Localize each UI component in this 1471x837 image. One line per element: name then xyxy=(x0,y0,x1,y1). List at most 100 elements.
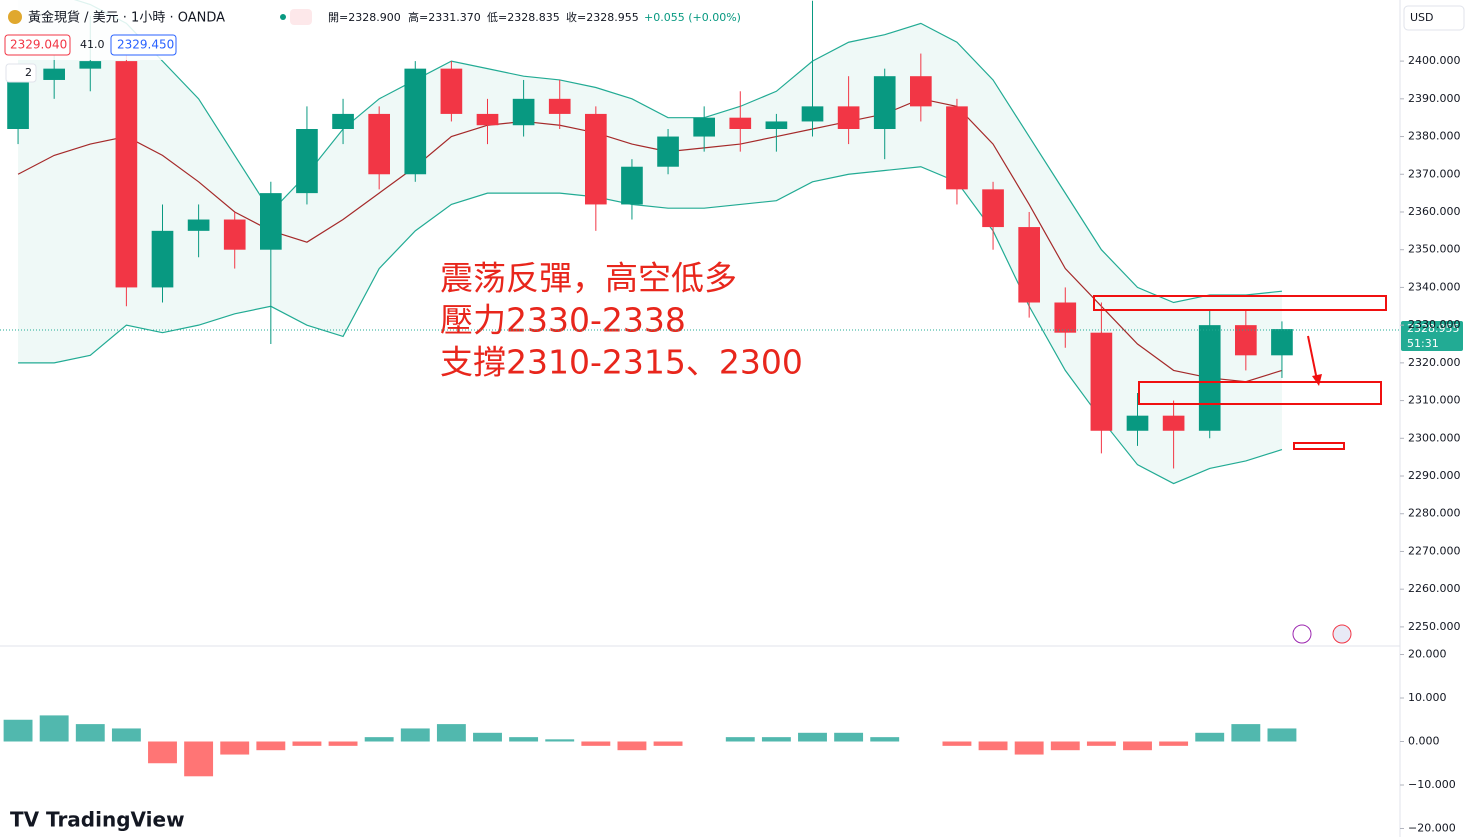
candle-body xyxy=(1198,325,1221,431)
candle-body xyxy=(946,106,968,190)
macd-bar xyxy=(1195,732,1225,742)
currency-select[interactable] xyxy=(1403,5,1465,31)
macd-tick-label: −20.000 xyxy=(1408,821,1456,834)
macd-bar xyxy=(328,741,358,746)
plot xyxy=(7,0,1293,485)
macd-bar xyxy=(436,724,466,742)
macd-bar xyxy=(653,741,683,746)
y-tick-label: 2360.000 xyxy=(1408,205,1461,218)
macd-bar xyxy=(473,732,502,742)
candle-body xyxy=(79,61,102,69)
macd-bar xyxy=(942,741,972,746)
macd-bar xyxy=(725,737,755,742)
y-tick-label: 2380.000 xyxy=(1408,130,1461,143)
status-badge xyxy=(290,9,312,25)
event-icon[interactable] xyxy=(1292,624,1312,644)
symbol[interactable]: 黃金現貨 / 美元 · 1小時 · OANDA xyxy=(28,10,225,26)
indicator-toggle[interactable] xyxy=(5,63,37,83)
resistance-box xyxy=(1093,295,1387,311)
candle-body xyxy=(982,189,1004,228)
macd-bar xyxy=(834,732,864,742)
candle-body xyxy=(1126,415,1149,431)
band-middle xyxy=(17,98,1283,383)
macd-bar xyxy=(148,741,177,764)
macd-bar xyxy=(581,741,611,746)
macd-bar xyxy=(798,732,827,742)
macd-bar xyxy=(1159,741,1189,746)
candle-body xyxy=(1054,302,1077,333)
candle-body xyxy=(368,113,390,175)
candle-body xyxy=(1162,415,1185,431)
candle-body xyxy=(404,68,427,175)
macd-bar xyxy=(75,724,105,742)
annotation: 壓力2330-2338 xyxy=(440,301,686,340)
candle-body xyxy=(1271,329,1293,356)
flag-icon[interactable] xyxy=(1332,624,1352,644)
macd-bar xyxy=(292,741,322,746)
ohlc-high: 高=2331.370 xyxy=(408,10,481,24)
candle-body xyxy=(332,113,354,129)
y-tick-label: 2390.000 xyxy=(1408,92,1461,105)
macd-bar xyxy=(220,741,250,755)
macd-bar xyxy=(1050,741,1080,751)
y-tick-label: 2330.000 xyxy=(1408,318,1461,331)
candle-body xyxy=(151,230,174,288)
macd-bar xyxy=(184,741,214,777)
y-tick-label: 2340.000 xyxy=(1408,280,1461,293)
y-tick-label: 2400.000 xyxy=(1408,54,1461,67)
macd-bar xyxy=(761,737,791,742)
logo: TV xyxy=(10,808,40,832)
macd-tick-label: 20.000 xyxy=(1408,648,1447,661)
symbol-icon xyxy=(8,10,22,24)
macd-bar xyxy=(545,739,575,742)
macd-bar xyxy=(39,715,69,742)
macd-bar xyxy=(509,737,539,742)
macd-tick-label: 0.000 xyxy=(1408,735,1440,748)
arrow-head xyxy=(1312,374,1322,386)
candle-body xyxy=(729,117,752,129)
ohlc-open: 開=2328.900 xyxy=(328,11,401,24)
sell-price[interactable]: 2329.040 xyxy=(10,38,67,52)
macd-bar xyxy=(111,728,141,742)
candle-body xyxy=(693,117,715,137)
macd-bar xyxy=(1014,741,1044,755)
macd-bar xyxy=(1123,741,1152,751)
macd-bar xyxy=(364,737,394,742)
y-tick-label: 2270.000 xyxy=(1408,544,1461,557)
support-box-2 xyxy=(1293,442,1345,450)
candle-body xyxy=(1090,332,1113,431)
candle-body xyxy=(548,98,571,114)
candle-body xyxy=(837,106,860,129)
y-tick-label: 2260.000 xyxy=(1408,582,1461,595)
y-tick-label: 2350.000 xyxy=(1408,243,1461,256)
y-tick-label: 2280.000 xyxy=(1408,507,1461,520)
candle-body xyxy=(1018,227,1040,303)
indicator-count[interactable]: 2 xyxy=(25,66,32,79)
last-price: 2328.955 xyxy=(1407,322,1460,335)
candle-body xyxy=(7,79,29,129)
candle-body xyxy=(873,76,896,129)
candle-body xyxy=(260,193,282,250)
support-box xyxy=(1138,381,1382,405)
candle-body xyxy=(1235,325,1257,356)
y-tick-label: 2320.000 xyxy=(1408,356,1461,369)
candle-body xyxy=(910,76,932,107)
annotation: 震荡反彈，高空低多 xyxy=(440,259,737,298)
candle-body xyxy=(512,98,535,126)
ohlc-close: 收=2328.955 xyxy=(566,10,639,24)
candle-body xyxy=(476,113,499,126)
macd-bar xyxy=(1086,741,1116,746)
macd-bar xyxy=(870,737,900,742)
y-tick-label: 2370.000 xyxy=(1408,167,1461,180)
buy-price[interactable]: 2329.450 xyxy=(117,38,174,52)
y-tick-label: 2310.000 xyxy=(1408,394,1461,407)
sell-button[interactable] xyxy=(4,34,71,56)
last-price-tag xyxy=(1401,321,1463,351)
candle-body xyxy=(43,68,65,80)
currency[interactable]: USD xyxy=(1410,11,1434,24)
annotation: 支撐2310-2315、2300 xyxy=(440,343,803,382)
macd-bar xyxy=(617,741,647,751)
y-tick-label: 2250.000 xyxy=(1408,620,1461,633)
buy-button[interactable] xyxy=(110,34,177,56)
candle-body xyxy=(801,106,824,122)
